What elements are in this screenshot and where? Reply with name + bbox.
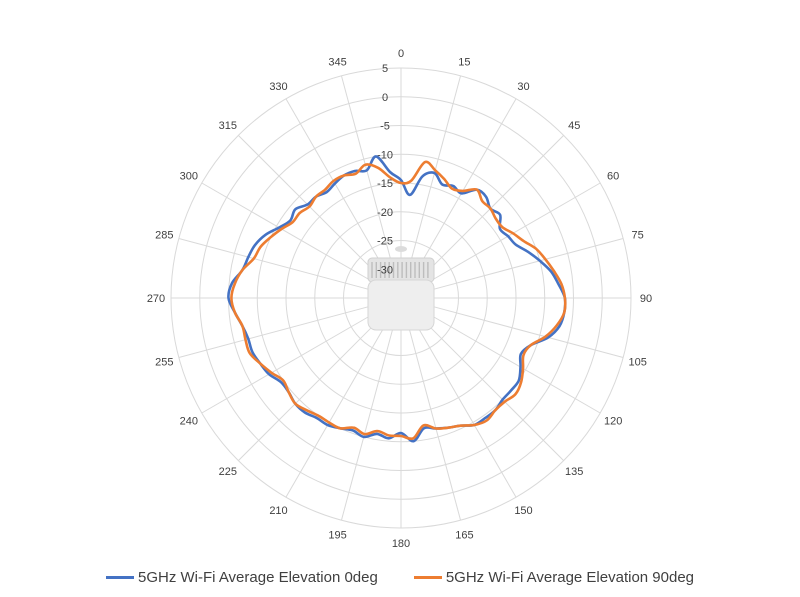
angle-tick-label: 345 [328,56,346,68]
angle-tick-label: 285 [155,230,173,242]
grid-spoke [285,98,388,274]
radial-tick-label: 0 [382,92,388,104]
legend-label-0deg: 5GHz Wi-Fi Average Elevation 0deg [137,568,378,586]
angle-tick-label: 45 [568,120,580,132]
grid-spoke [238,317,382,461]
grid-spoke [285,322,388,498]
radial-tick-label: -25 [377,236,393,248]
angle-tick-label: 195 [328,530,346,542]
angle-tick-label: 270 [147,293,165,305]
angle-tick-label: 135 [565,466,583,478]
legend: 5GHz Wi-Fi Average Elevation 0deg 5GHz W… [0,562,800,592]
angle-tick-labels: 0 15 30 45 60 75 90 105 120 135 150 165 180 195 210 225… [147,48,652,550]
angle-tick-label: 240 [180,416,198,428]
angle-tick-label: 90 [640,293,652,305]
series-lines [227,155,567,443]
grid-spoke [178,237,374,292]
angle-tick-label: 300 [180,171,198,183]
grid-spoke [414,98,517,274]
angle-tick-label: 255 [155,356,173,368]
grid-spoke [178,304,374,359]
angle-tick-label: 30 [517,81,529,93]
angle-tick-label: 15 [458,56,470,68]
angle-tick-label: 150 [514,505,532,517]
angle-tick-label: 0 [398,48,404,60]
angle-tick-label: 120 [604,416,622,428]
grid-spoke [407,325,462,521]
grid-spoke [340,325,395,521]
grid-spoke [425,311,601,414]
radial-tick-label: -10 [377,149,393,161]
polar-chart: 0 15 30 45 60 75 90 105 120 135 150 165 180 195 210 225… [147,48,652,550]
angle-tick-label: 75 [632,230,644,242]
angle-tick-label: 330 [269,81,287,93]
grid-spoke [201,182,377,285]
legend-swatch-90deg [413,575,442,579]
angle-tick-label: 180 [392,538,410,550]
legend-label-90deg: 5GHz Wi-Fi Average Elevation 90deg [445,568,695,586]
angle-tick-label: 315 [219,120,237,132]
polar-grid [170,67,632,529]
radial-tick-label: -30 [377,264,393,276]
radial-tick-label: -20 [377,207,393,219]
grid-spoke [420,317,564,461]
grid-spoke [201,311,377,414]
series-line-0deg [227,155,567,443]
angle-tick-label: 105 [628,356,646,368]
angle-tick-label: 225 [219,466,237,478]
radial-tick-label: -15 [377,178,393,190]
radial-tick-labels: 5 0 -5 -10 -15 -20 -25 -30 [377,63,393,276]
series-line-90deg [230,160,567,441]
angle-tick-label: 60 [607,171,619,183]
grid-spoke [428,237,624,292]
angle-tick-label: 165 [455,530,473,542]
legend-swatch-0deg [105,575,134,579]
radial-tick-label: -5 [380,121,390,133]
grid-spoke [428,304,624,359]
grid-spoke [340,75,395,271]
angle-tick-label: 210 [269,505,287,517]
legend-item-90deg: 5GHz Wi-Fi Average Elevation 90deg [413,568,695,586]
radial-tick-label: 5 [382,63,388,75]
grid-spoke [420,135,564,279]
access-point-device-icon [367,246,435,331]
grid-spoke [414,322,517,498]
legend-item-0deg: 5GHz Wi-Fi Average Elevation 0deg [105,568,378,586]
